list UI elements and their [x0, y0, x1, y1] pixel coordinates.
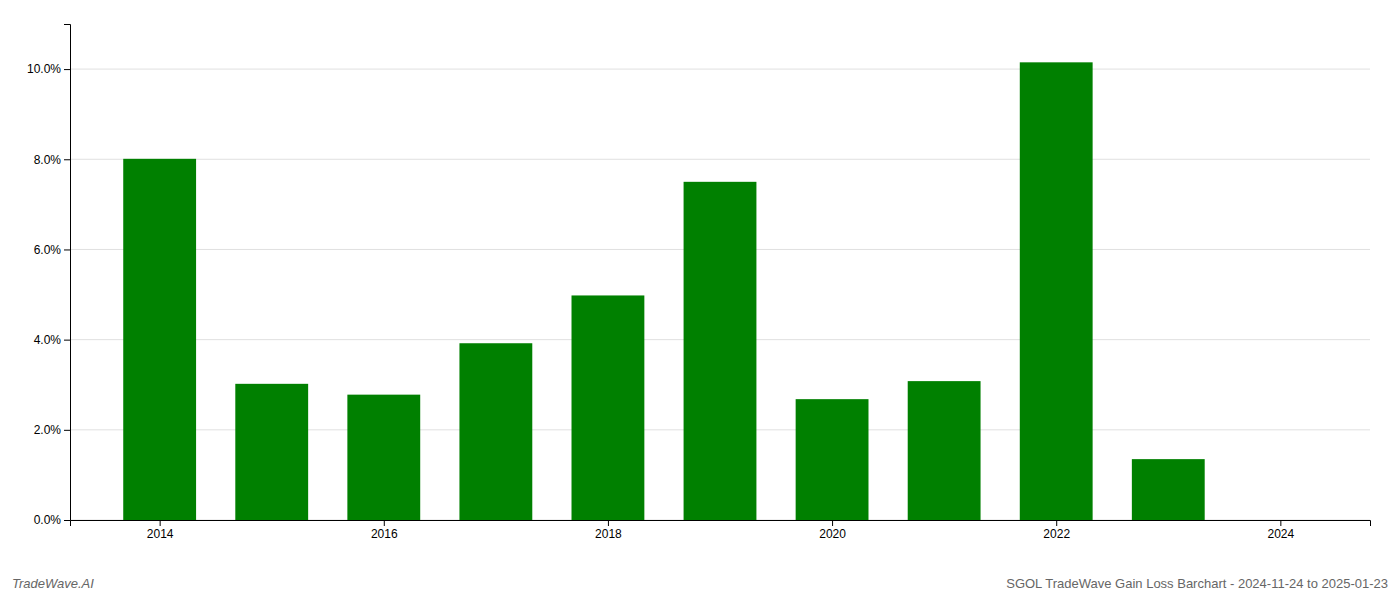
- y-tick: 2.0%: [34, 423, 70, 437]
- tick-label: 8.0%: [34, 153, 62, 167]
- bar: [908, 381, 981, 520]
- tick-label: 2014: [147, 527, 174, 541]
- tick-label: 2024: [1267, 527, 1294, 541]
- tick-label: 2022: [1043, 527, 1070, 541]
- bar: [1132, 459, 1205, 520]
- tick-mark: [608, 520, 609, 526]
- y-axis: 0.0% 2.0% 4.0% 6.0% 8.0% 10.0%: [27, 25, 71, 528]
- axis-line: [64, 25, 71, 521]
- bar: [347, 395, 420, 520]
- x-axis: 2014 2016 2018 2020 2022 2024: [71, 520, 1371, 541]
- x-tick: 2014: [147, 520, 174, 541]
- tick-label: 2016: [371, 527, 398, 541]
- tick-mark: [64, 69, 70, 70]
- watermark: TradeWave.AI: [12, 576, 94, 591]
- axis-line: [71, 521, 1371, 527]
- x-tick: 2016: [371, 520, 398, 541]
- bar: [684, 182, 757, 520]
- grid-line: [70, 159, 1370, 160]
- bar: [459, 343, 532, 520]
- x-tick: 2022: [1043, 520, 1070, 541]
- plot-area: [123, 62, 1204, 520]
- tick-mark: [832, 520, 833, 526]
- x-tick: 2018: [595, 520, 622, 541]
- tick-label: 2020: [819, 527, 846, 541]
- tick-mark: [64, 340, 70, 341]
- tick-label: 10.0%: [27, 62, 61, 76]
- grid-line: [70, 69, 1370, 70]
- y-tick: 6.0%: [34, 243, 70, 257]
- tick-mark: [1056, 520, 1057, 526]
- tick-label: 4.0%: [34, 333, 62, 347]
- tick-mark: [160, 520, 161, 526]
- tick-mark: [64, 249, 70, 250]
- x-tick: 2024: [1267, 520, 1294, 541]
- bar: [123, 159, 196, 520]
- y-tick: 0.0%: [34, 513, 70, 527]
- tick-label: 6.0%: [34, 243, 62, 257]
- tick-label: 2.0%: [34, 423, 62, 437]
- bar: [235, 384, 308, 520]
- tick-label: 0.0%: [34, 513, 62, 527]
- y-tick: 8.0%: [34, 153, 70, 167]
- tick-mark: [384, 520, 385, 526]
- chart: 2014 2016 2018 2020 2022 2024 0.0% 2.0% 4.0% 6.0%…: [0, 0, 1400, 600]
- x-tick: 2020: [819, 520, 846, 541]
- grid: [70, 69, 1370, 520]
- title: SGOL TradeWave Gain Loss Barchart - 2024…: [1006, 576, 1388, 591]
- bar: [796, 399, 869, 520]
- bar: [1020, 62, 1093, 520]
- tick-mark: [64, 520, 70, 521]
- tick-mark: [1280, 520, 1281, 526]
- tick-label: 2018: [595, 527, 622, 541]
- bar: [572, 295, 645, 520]
- tick-mark: [64, 159, 70, 160]
- y-tick: 4.0%: [34, 333, 70, 347]
- tick-mark: [64, 430, 70, 431]
- y-tick: 10.0%: [27, 62, 70, 76]
